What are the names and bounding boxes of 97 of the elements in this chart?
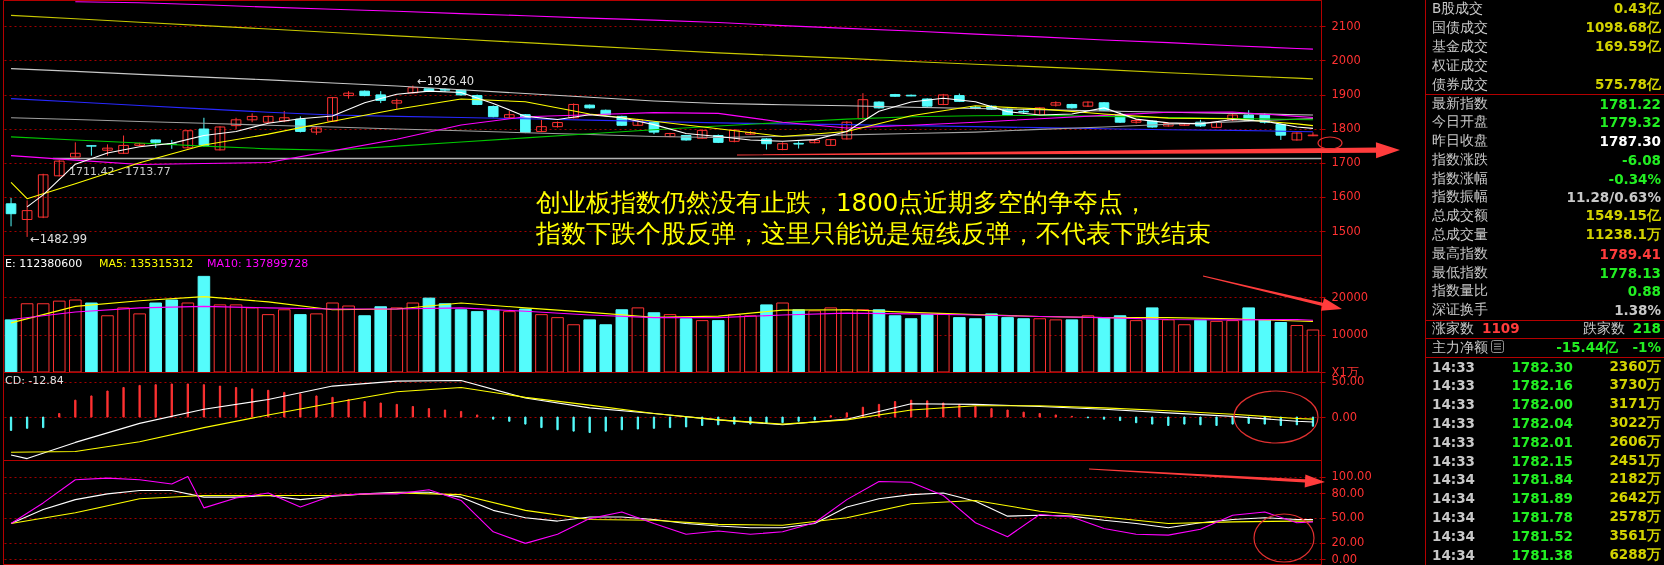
text: 0.43亿 (1613, 0, 1661, 19)
text: 2451万 (1609, 451, 1661, 470)
text: 最新指数 (1432, 94, 1488, 113)
annotation: 指数下跌个股反弹，这里只能说是短线反弹，不代表下跌结束 (535, 219, 1211, 248)
y-tick-label: 1900 (1331, 87, 1361, 102)
text: 最低指数 (1432, 263, 1488, 282)
y-tick-label: 1800 (1331, 121, 1361, 136)
text: 14:34 (1432, 471, 1475, 488)
y-tick-label: 0.00 (1331, 409, 1358, 424)
y-tick-label: 10000 (1331, 327, 1369, 341)
text: 14:34 (1432, 490, 1475, 507)
y-tick-label: 1600 (1331, 189, 1361, 204)
text: 14:33 (1432, 377, 1475, 394)
text: 指数涨跌 (1432, 150, 1488, 169)
text: B股成交 (1432, 0, 1484, 19)
text: 1779.32 (1599, 114, 1661, 131)
text: 218 (1632, 320, 1661, 337)
text: 跌家数 (1582, 320, 1625, 337)
text: 债券成交 (1432, 75, 1488, 94)
text: 11.28/0.63% (1566, 189, 1661, 206)
text: 指数涨幅 (1432, 169, 1488, 188)
text: 1782.04 (1510, 414, 1574, 431)
annotation: CD: -12.84 (5, 374, 64, 387)
text: 14:33 (1432, 433, 1475, 450)
text: 575.78亿 (1594, 75, 1661, 94)
band-label: 1711.42 - 1713.77 (68, 164, 171, 178)
y-tick-label: 50.00 (1331, 510, 1365, 525)
text: 14:33 (1432, 452, 1475, 469)
text: 14:33 (1432, 396, 1475, 413)
text: 2642万 (1609, 489, 1661, 508)
text: 3022万 (1609, 413, 1661, 432)
text: E: 112380600 (5, 257, 83, 270)
text: 昨日收盘 (1432, 131, 1488, 150)
text: 1789.41 (1599, 245, 1661, 262)
annotation: 创业板指数仍然没有止跌，1800点近期多空的争夺点， (536, 188, 1149, 217)
text: 涨家数 (1432, 320, 1474, 337)
text: 3730万 (1609, 376, 1661, 395)
text: 14:33 (1432, 359, 1475, 376)
text: 1.38% (1614, 302, 1661, 319)
text: -0.34% (1608, 170, 1661, 187)
text: 1787.30 (1599, 132, 1661, 149)
text: 1782.15 (1510, 452, 1574, 469)
y-tick-label: 2000 (1331, 52, 1361, 67)
text: 主力净额 (1432, 339, 1488, 356)
y-tick-label: 1500 (1331, 223, 1361, 238)
text: 总成交额 (1432, 207, 1488, 226)
text: MA10: 137899728 (207, 257, 309, 270)
text: -1% (1632, 339, 1661, 356)
text: 3561万 (1609, 526, 1661, 545)
text: 169.59亿 (1594, 37, 1661, 56)
text: 国债成交 (1432, 19, 1488, 38)
text: 1549.15亿 (1585, 207, 1661, 226)
text: -6.08 (1622, 151, 1661, 168)
y-tick-label: 2100 (1331, 18, 1361, 33)
text: 14:34 (1432, 508, 1475, 525)
text: 指数振幅 (1432, 188, 1488, 207)
text: 2182万 (1609, 470, 1661, 489)
text: 总成交量 (1432, 225, 1488, 244)
text: 基金成交 (1432, 37, 1488, 56)
y-tick-label: 0.00 (1331, 551, 1358, 565)
text: 1781.84 (1510, 471, 1574, 488)
text: 1782.16 (1510, 377, 1574, 394)
text: 1781.52 (1510, 527, 1574, 544)
text: 1781.22 (1599, 95, 1661, 112)
text: 1781.78 (1510, 508, 1574, 525)
text: MA5: 135315312 (99, 257, 194, 270)
text: 最高指数 (1432, 244, 1488, 263)
annotation: ←1926.40 (417, 74, 475, 88)
text: 0.88 (1627, 283, 1661, 300)
text: 深证换手 (1432, 301, 1488, 320)
text: 14:34 (1432, 546, 1475, 563)
y-tick-label: 20000 (1331, 289, 1369, 304)
text: 1782.30 (1510, 359, 1574, 376)
text: 2360万 (1609, 358, 1661, 377)
text: 2578万 (1609, 507, 1661, 526)
text: 1781.89 (1510, 490, 1574, 507)
text: 1782.01 (1510, 433, 1574, 450)
annotation: ←1482.99 (30, 232, 88, 246)
y-tick-label: 100.00 (1331, 469, 1372, 484)
text: 6288万 (1609, 545, 1661, 564)
text: 3171万 (1609, 395, 1661, 414)
text: 1098.68亿 (1585, 19, 1661, 38)
text: 14:34 (1432, 527, 1475, 544)
y-tick-label: 20.00 (1331, 535, 1365, 550)
text: 2606万 (1609, 432, 1661, 451)
text: 1782.00 (1510, 396, 1574, 413)
y-tick-label: 80.00 (1331, 485, 1365, 500)
text: 1778.13 (1599, 264, 1661, 281)
text: 今日开盘 (1432, 113, 1488, 132)
text: 1109 (1482, 320, 1520, 337)
text: 权证成交 (1432, 56, 1488, 75)
text: 14:33 (1432, 414, 1475, 431)
text: 11238.1万 (1585, 225, 1661, 244)
y-tick-label: 1700 (1331, 155, 1361, 170)
text: -15.44亿 (1556, 339, 1619, 356)
text: 1781.38 (1510, 546, 1574, 563)
text: 指数量比 (1432, 282, 1488, 301)
